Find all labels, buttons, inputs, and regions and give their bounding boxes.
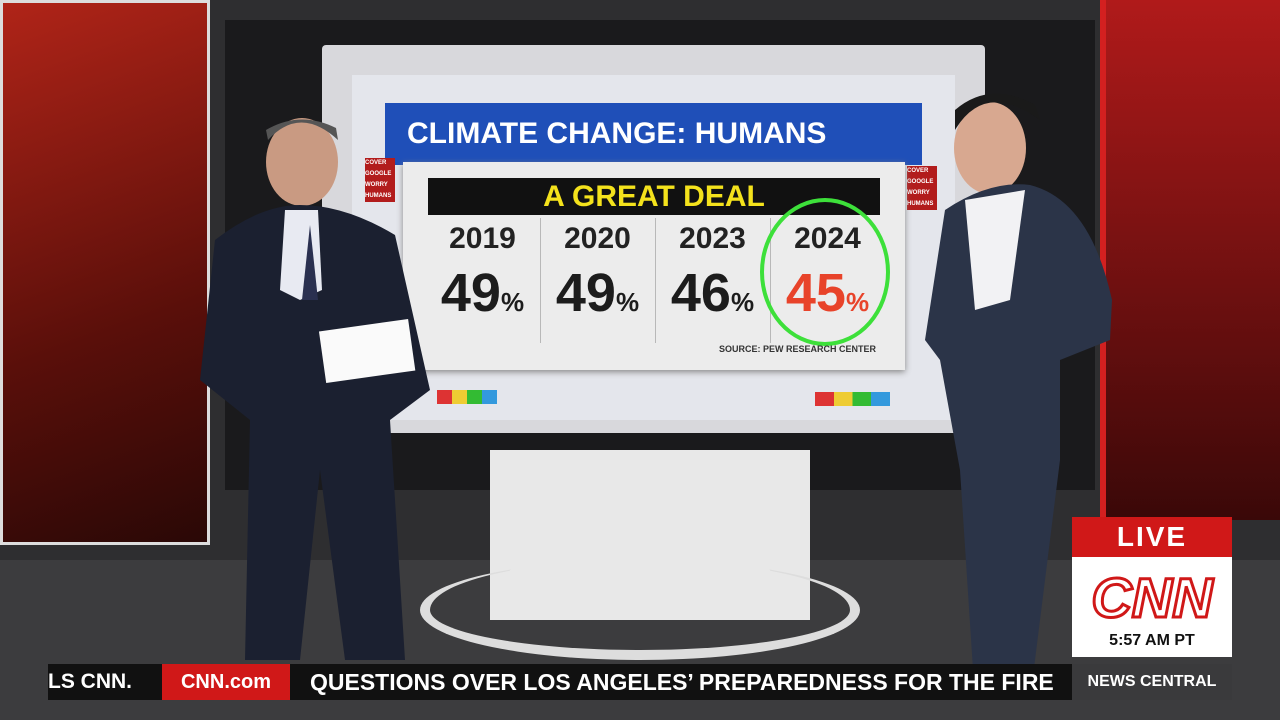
right-video-wall — [1100, 0, 1280, 520]
percent: 46% — [655, 262, 770, 324]
side-tag: WORRY — [907, 190, 930, 196]
year-column: 2023 46% — [655, 218, 771, 343]
side-tag: HUMANS — [907, 201, 934, 207]
source: SOURCE: PEW RESEARCH CENTER — [718, 344, 876, 354]
presenter-hair — [266, 119, 338, 140]
ticker-lead: LS CNN. — [48, 670, 132, 693]
presenter-suit — [925, 184, 1112, 700]
clock: 5:57 AM PT — [1109, 632, 1195, 649]
year-column: 2019 49% — [425, 218, 541, 343]
ticker-site: CNN.com — [162, 664, 290, 700]
left-video-wall — [0, 0, 210, 545]
presenter-tie — [302, 225, 318, 300]
percent-unit: % — [615, 287, 640, 317]
show-name: NEWS CENTRAL — [1072, 664, 1232, 700]
side-tag: COVER — [365, 160, 387, 166]
presenter-head — [266, 118, 338, 206]
year: 2020 — [564, 222, 631, 255]
percent-value: 46 — [670, 263, 731, 323]
percent-value: 49 — [440, 263, 501, 323]
paper — [318, 318, 416, 384]
percent-unit: % — [500, 287, 525, 317]
highlight-circle — [760, 198, 890, 346]
year-column: 2020 49% — [540, 218, 656, 343]
live-badge: LIVE — [1072, 517, 1232, 557]
side-tag: WORRY — [365, 182, 388, 188]
side-tag: GOOGLE — [907, 179, 934, 185]
side-tags: COVER GOOGLE WORRY HUMANS — [365, 158, 395, 202]
presenter-suit — [200, 205, 430, 660]
year: 2023 — [679, 222, 746, 255]
presenter-head — [954, 102, 1026, 194]
ticker-headline: QUESTIONS OVER LOS ANGELES’ PREPAREDNESS… — [310, 669, 1054, 695]
percent-value: 49 — [555, 263, 616, 323]
presenter-hair — [955, 93, 1040, 130]
side-tags: COVER GOOGLE WORRY HUMANS — [907, 166, 937, 210]
side-tag: HUMANS — [365, 193, 392, 199]
logo-box — [1072, 557, 1232, 657]
color-strip — [437, 390, 497, 404]
side-tag: COVER — [907, 168, 929, 174]
percent: 49% — [540, 262, 655, 324]
color-strip — [815, 392, 890, 406]
presenter-shirt — [965, 190, 1025, 310]
cnn-logo: CNN — [1090, 565, 1214, 631]
side-tag: GOOGLE — [365, 171, 392, 177]
percent: 49% — [425, 262, 540, 324]
year: 2019 — [449, 222, 516, 255]
percent-unit: % — [730, 287, 755, 317]
podium-base — [420, 560, 860, 660]
